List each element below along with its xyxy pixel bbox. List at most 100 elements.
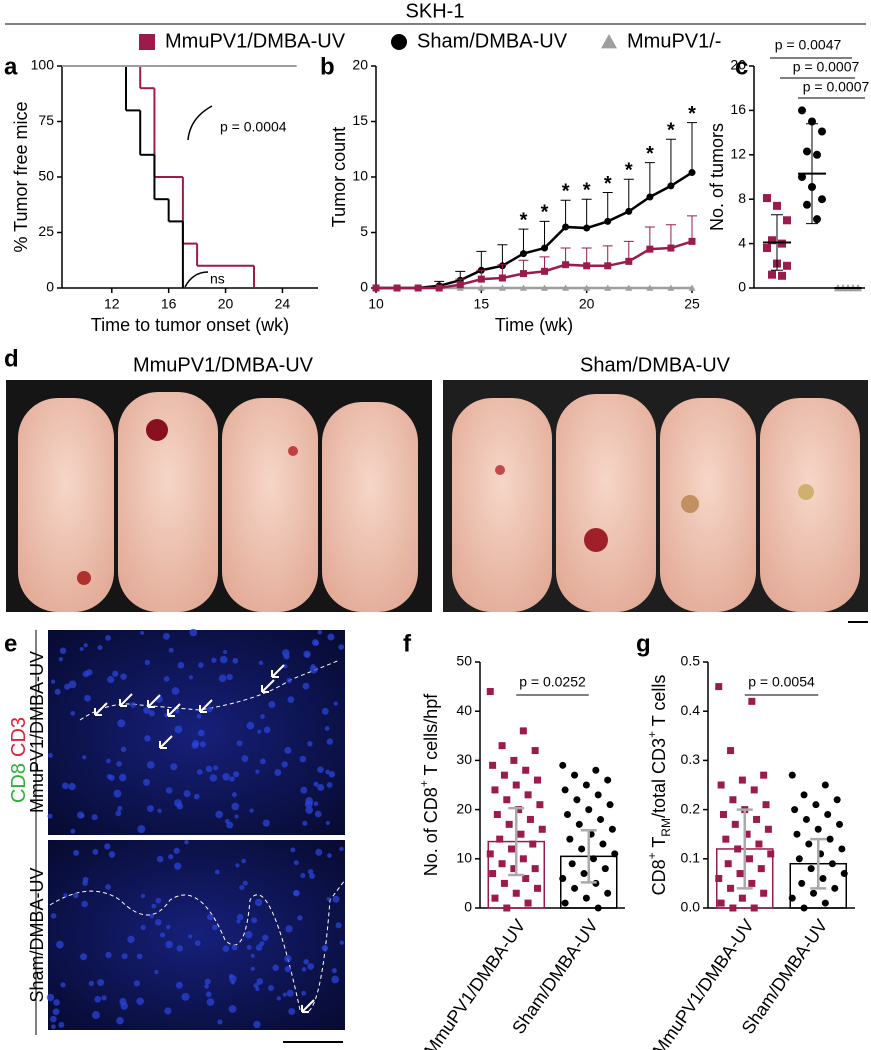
nucleus bbox=[218, 674, 227, 683]
panel-letter: f bbox=[403, 630, 412, 657]
y-tick-label: 15 bbox=[352, 112, 368, 128]
nucleus bbox=[142, 778, 150, 786]
comparison-label: p = 0.0007 bbox=[803, 79, 870, 95]
y-axis-label: CD8+ TRM/total CD3+ T cells bbox=[645, 675, 673, 896]
nucleus bbox=[268, 700, 276, 708]
point bbox=[667, 244, 675, 252]
nucleus bbox=[81, 900, 88, 908]
mouse bbox=[222, 398, 318, 612]
point bbox=[519, 727, 527, 735]
nucleus bbox=[120, 673, 127, 680]
nucleus bbox=[246, 945, 252, 950]
point bbox=[571, 771, 579, 779]
nucleus bbox=[331, 975, 340, 984]
nucleus bbox=[73, 849, 80, 856]
x-tick-label: 15 bbox=[474, 296, 490, 312]
point bbox=[580, 870, 588, 878]
nucleus bbox=[115, 810, 122, 817]
nucleus bbox=[217, 1019, 223, 1025]
point bbox=[372, 284, 380, 292]
point bbox=[717, 899, 725, 907]
y-tick-label: 10 bbox=[456, 850, 472, 866]
point bbox=[763, 194, 771, 203]
nucleus bbox=[136, 953, 143, 960]
nucleus bbox=[171, 687, 180, 695]
nucleus bbox=[155, 897, 162, 904]
point bbox=[625, 207, 633, 215]
point bbox=[667, 284, 675, 291]
figure-title: SKH-1 bbox=[406, 0, 465, 22]
point bbox=[738, 776, 746, 784]
comparison-label: p = 0.0047 bbox=[775, 37, 842, 53]
nucleus bbox=[199, 741, 206, 748]
point bbox=[773, 201, 781, 210]
point bbox=[534, 776, 542, 784]
nucleus bbox=[97, 645, 103, 651]
nucleus bbox=[165, 787, 173, 794]
y-tick-label: 75 bbox=[38, 112, 54, 128]
arrow bbox=[147, 694, 161, 708]
y-axis-label-part: No. of CD8 bbox=[421, 787, 441, 876]
error-bar bbox=[687, 215, 697, 242]
point bbox=[763, 244, 771, 253]
series-line bbox=[376, 240, 693, 290]
error-bar bbox=[665, 138, 676, 186]
nucleus bbox=[149, 913, 155, 919]
nucleus bbox=[49, 1015, 57, 1023]
point bbox=[836, 820, 844, 828]
point bbox=[606, 801, 614, 809]
point bbox=[604, 889, 612, 897]
point bbox=[522, 874, 530, 882]
nucleus bbox=[304, 652, 310, 658]
lesion bbox=[584, 528, 608, 552]
error-bar bbox=[580, 829, 597, 884]
point bbox=[585, 806, 593, 814]
nucleus bbox=[70, 711, 76, 716]
nucleus bbox=[328, 771, 336, 778]
nucleus bbox=[211, 657, 217, 663]
error-bar bbox=[687, 122, 697, 173]
nucleus bbox=[230, 980, 236, 985]
point bbox=[583, 284, 591, 291]
point bbox=[604, 776, 612, 784]
point bbox=[594, 791, 602, 799]
point bbox=[748, 879, 756, 887]
nucleus bbox=[176, 803, 183, 810]
nucleus bbox=[222, 649, 228, 655]
nucleus bbox=[156, 855, 164, 863]
y-tick-label: 12 bbox=[730, 146, 746, 162]
point bbox=[575, 820, 583, 828]
point bbox=[743, 830, 751, 838]
point bbox=[496, 835, 504, 843]
nucleus bbox=[253, 1020, 261, 1029]
y-axis-label: No. of tumors bbox=[707, 123, 727, 231]
point bbox=[812, 801, 820, 809]
point bbox=[541, 284, 549, 291]
point bbox=[738, 894, 746, 902]
point bbox=[486, 688, 494, 696]
nucleus bbox=[165, 940, 173, 949]
nucleus bbox=[204, 984, 210, 989]
nucleus bbox=[232, 657, 239, 664]
point bbox=[688, 237, 696, 245]
point bbox=[562, 223, 570, 231]
significance: * bbox=[625, 160, 633, 182]
nucleus bbox=[193, 793, 200, 800]
series-line bbox=[376, 171, 693, 290]
y-axis-label-part: T bbox=[649, 837, 669, 853]
nucleus bbox=[54, 688, 61, 695]
point bbox=[667, 182, 675, 190]
point bbox=[715, 683, 723, 691]
point bbox=[821, 899, 829, 907]
point bbox=[529, 840, 537, 848]
x-tick-label: 20 bbox=[218, 296, 234, 312]
nucleus bbox=[253, 982, 259, 989]
point bbox=[599, 840, 607, 848]
point bbox=[762, 801, 770, 809]
nucleus bbox=[136, 997, 144, 1006]
lesion bbox=[798, 484, 814, 500]
nucleus bbox=[144, 659, 150, 666]
nucleus bbox=[101, 995, 107, 1001]
y-tick-label: 25 bbox=[38, 223, 54, 239]
point bbox=[719, 811, 727, 819]
